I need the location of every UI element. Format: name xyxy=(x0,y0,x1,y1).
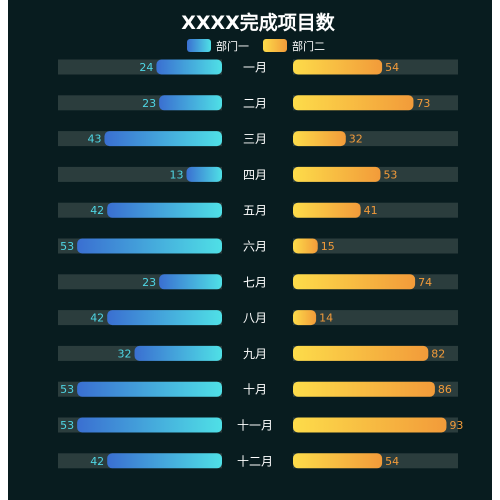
category-label: 三月 xyxy=(243,132,267,146)
chart-row: 13 53 四月 xyxy=(58,166,458,182)
category-label: 六月 xyxy=(243,240,267,254)
category-label: 四月 xyxy=(243,168,267,182)
chart-row: 23 74 七月 xyxy=(58,274,458,290)
left-track xyxy=(58,166,222,182)
category-label: 二月 xyxy=(243,96,267,110)
value-label-dept2: 82 xyxy=(431,347,445,360)
value-label-dept1: 23 xyxy=(142,97,156,110)
bar-dept1 xyxy=(77,238,222,254)
bar-dept2 xyxy=(293,95,414,111)
bar-dept2 xyxy=(293,453,383,469)
chart-row: 42 14 八月 xyxy=(58,310,458,326)
bar-dept1 xyxy=(104,131,222,147)
bar-dept2 xyxy=(293,310,317,326)
bar-dept1 xyxy=(156,59,222,75)
value-label-dept1: 32 xyxy=(118,347,132,360)
category-label: 五月 xyxy=(243,204,267,218)
chart-row: 32 82 九月 xyxy=(58,345,458,361)
chart-title: XXXX完成项目数 xyxy=(181,11,336,34)
chart-row: 42 41 五月 xyxy=(58,202,458,218)
value-label-dept2: 54 xyxy=(385,455,399,468)
value-label-dept1: 13 xyxy=(169,168,183,181)
value-label-dept1: 53 xyxy=(60,240,74,253)
bar-dept2 xyxy=(293,202,361,218)
value-label-dept2: 14 xyxy=(319,312,333,325)
legend: 部门一 部门二 xyxy=(187,39,325,53)
right-track xyxy=(293,238,458,254)
value-label-dept1: 53 xyxy=(60,419,74,432)
bar-dept1 xyxy=(107,202,222,218)
value-label-dept2: 54 xyxy=(385,61,399,74)
chart-row: 23 73 二月 xyxy=(58,95,458,111)
chart-rows: 24 54 一月 23 73 二月 43 32 三月 13 53 四月 42 41 五月 53 15 六月 23 74… xyxy=(58,59,463,469)
value-label-dept2: 53 xyxy=(383,168,397,181)
bar-dept1 xyxy=(186,166,222,182)
bar-dept2 xyxy=(293,345,429,361)
category-label: 九月 xyxy=(243,347,267,361)
category-label: 十一月 xyxy=(237,419,273,433)
category-label: 一月 xyxy=(243,61,267,75)
chart-row: 42 54 十二月 xyxy=(58,453,458,469)
bar-dept1 xyxy=(134,345,222,361)
value-label-dept1: 42 xyxy=(90,312,104,325)
chart-svg: XXXX完成项目数 部门一 部门二 24 54 一月 23 73 二月 43 32 三月 13 53 四… xyxy=(58,11,463,469)
bar-dept1 xyxy=(107,310,222,326)
bar-dept1 xyxy=(107,453,222,469)
right-track xyxy=(293,310,458,326)
category-label: 十月 xyxy=(243,383,267,397)
value-label-dept1: 42 xyxy=(90,455,104,468)
value-label-dept2: 32 xyxy=(349,133,363,146)
value-label-dept2: 41 xyxy=(364,204,378,217)
bar-dept2 xyxy=(293,131,346,147)
category-label: 七月 xyxy=(243,275,267,289)
bar-dept2 xyxy=(293,166,381,182)
value-label-dept1: 42 xyxy=(90,204,104,217)
legend-swatch xyxy=(187,39,211,52)
bar-dept2 xyxy=(293,417,447,433)
value-label-dept2: 86 xyxy=(438,383,452,396)
bar-dept2 xyxy=(293,238,318,254)
legend-label: 部门二 xyxy=(292,39,325,53)
bar-dept2 xyxy=(293,59,383,75)
legend-swatch xyxy=(263,39,287,52)
value-label-dept1: 23 xyxy=(142,276,156,289)
value-label-dept1: 53 xyxy=(60,383,74,396)
legend-label: 部门一 xyxy=(216,39,249,53)
value-label-dept1: 24 xyxy=(139,61,153,74)
bar-dept2 xyxy=(293,274,416,290)
chart-canvas: XXXX完成项目数 部门一 部门二 24 54 一月 23 73 二月 43 32 三月 13 53 四… xyxy=(8,0,492,500)
chart-row: 24 54 一月 xyxy=(58,59,458,75)
value-label-dept1: 43 xyxy=(87,133,101,146)
chart-row: 43 32 三月 xyxy=(58,131,458,147)
chart-row: 53 93 十一月 xyxy=(58,417,463,433)
bar-dept1 xyxy=(159,274,222,290)
value-label-dept2: 73 xyxy=(416,97,430,110)
chart-row: 53 86 十月 xyxy=(58,381,458,397)
category-label: 十二月 xyxy=(237,454,273,468)
bar-dept1 xyxy=(159,95,222,111)
value-label-dept2: 93 xyxy=(449,419,463,432)
chart-row: 53 15 六月 xyxy=(58,238,458,254)
bar-dept1 xyxy=(77,381,222,397)
value-label-dept2: 15 xyxy=(321,240,335,253)
category-label: 八月 xyxy=(243,311,267,325)
bar-dept1 xyxy=(77,417,222,433)
bar-dept2 xyxy=(293,381,435,397)
value-label-dept2: 74 xyxy=(418,276,432,289)
